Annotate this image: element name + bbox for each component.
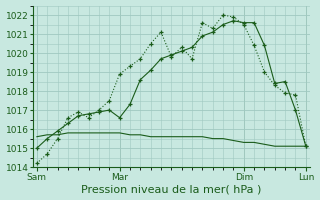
X-axis label: Pression niveau de la mer( hPa ): Pression niveau de la mer( hPa ) [81,184,261,194]
